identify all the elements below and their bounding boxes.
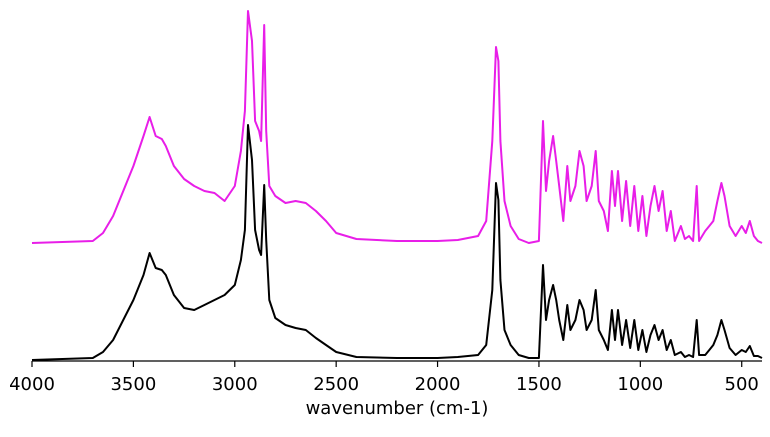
x-tick-label: 2000 xyxy=(415,374,461,395)
x-tick-label: 4000 xyxy=(9,374,55,395)
spectrum-line xyxy=(31,124,763,361)
x-tick-label: 3000 xyxy=(212,374,258,395)
spectrum-line xyxy=(31,10,763,244)
x-tick-label: 1000 xyxy=(617,374,663,395)
x-axis-label: wavenumber (cm-1) xyxy=(306,398,489,419)
x-tick-label: 3500 xyxy=(110,374,156,395)
x-tick-label: 500 xyxy=(725,374,759,395)
x-tick-label: 1500 xyxy=(516,374,562,395)
x-tick-label: 2500 xyxy=(313,374,359,395)
